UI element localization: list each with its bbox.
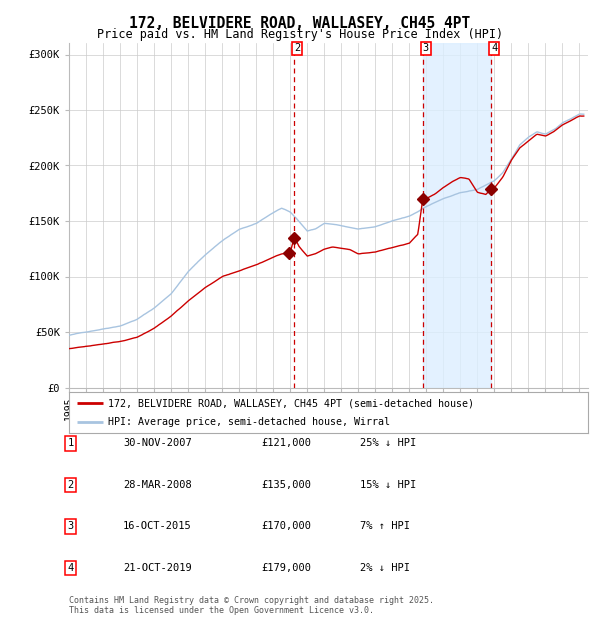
Text: 172, BELVIDERE ROAD, WALLASEY, CH45 4PT (semi-detached house): 172, BELVIDERE ROAD, WALLASEY, CH45 4PT … (108, 398, 474, 409)
Text: 7% ↑ HPI: 7% ↑ HPI (360, 521, 410, 531)
Text: 3: 3 (423, 43, 429, 53)
Text: This data is licensed under the Open Government Licence v3.0.: This data is licensed under the Open Gov… (69, 606, 374, 616)
Text: 28-MAR-2008: 28-MAR-2008 (123, 480, 192, 490)
Text: 30-NOV-2007: 30-NOV-2007 (123, 438, 192, 448)
Text: 4: 4 (491, 43, 497, 53)
Text: 25% ↓ HPI: 25% ↓ HPI (360, 438, 416, 448)
Text: Contains HM Land Registry data © Crown copyright and database right 2025.: Contains HM Land Registry data © Crown c… (69, 596, 434, 606)
Text: £170,000: £170,000 (261, 521, 311, 531)
Text: 21-OCT-2019: 21-OCT-2019 (123, 563, 192, 573)
Bar (423, 43, 491, 388)
Text: £179,000: £179,000 (261, 563, 311, 573)
Text: 1: 1 (68, 438, 74, 448)
Text: £121,000: £121,000 (261, 438, 311, 448)
Text: HPI: Average price, semi-detached house, Wirral: HPI: Average price, semi-detached house,… (108, 417, 390, 427)
Text: 2: 2 (68, 480, 74, 490)
Text: 3: 3 (68, 521, 74, 531)
Text: 2: 2 (294, 43, 301, 53)
Text: 4: 4 (68, 563, 74, 573)
Text: 16-OCT-2015: 16-OCT-2015 (123, 521, 192, 531)
Text: Price paid vs. HM Land Registry's House Price Index (HPI): Price paid vs. HM Land Registry's House … (97, 28, 503, 41)
Text: 2% ↓ HPI: 2% ↓ HPI (360, 563, 410, 573)
Text: 172, BELVIDERE ROAD, WALLASEY, CH45 4PT: 172, BELVIDERE ROAD, WALLASEY, CH45 4PT (130, 16, 470, 31)
Text: 15% ↓ HPI: 15% ↓ HPI (360, 480, 416, 490)
Text: £135,000: £135,000 (261, 480, 311, 490)
